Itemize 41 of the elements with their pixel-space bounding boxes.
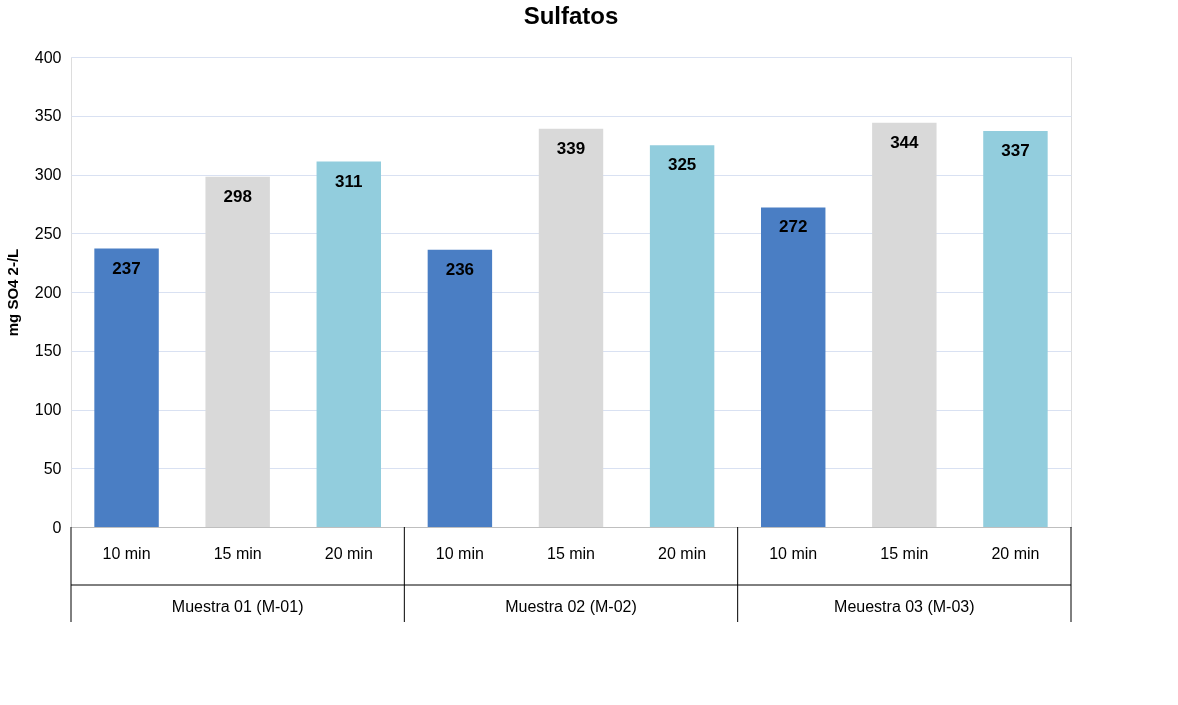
y-tick-label: 50 bbox=[43, 459, 62, 477]
y-tick-label: 100 bbox=[34, 401, 62, 418]
x-tick-label: 15 min bbox=[880, 544, 929, 562]
data-label: 298 bbox=[223, 186, 252, 206]
y-tick-label: 0 bbox=[52, 518, 62, 536]
x-tick-label: 20 min bbox=[324, 544, 373, 562]
bar bbox=[94, 248, 159, 527]
bar bbox=[649, 145, 715, 527]
x-tick-label: 20 min bbox=[658, 544, 707, 562]
y-tick-label: 200 bbox=[34, 283, 62, 301]
data-label: 339 bbox=[556, 138, 586, 158]
x-tick-label: 15 min bbox=[213, 544, 262, 562]
y-tick-label: 250 bbox=[34, 224, 62, 242]
bar bbox=[205, 176, 270, 527]
bar bbox=[761, 207, 826, 527]
x-tick-label: 10 min bbox=[102, 544, 151, 562]
y-tick-label: 300 bbox=[34, 166, 62, 183]
data-label: 236 bbox=[445, 259, 475, 279]
bar bbox=[983, 131, 1048, 527]
x-tick-label: 20 min bbox=[991, 544, 1040, 562]
chart-title: Sulfatos bbox=[523, 2, 619, 29]
bar bbox=[538, 128, 604, 527]
data-label: 237 bbox=[112, 258, 141, 278]
text: Meuestra 03 (M-03) bbox=[834, 598, 975, 615]
data-label: 325 bbox=[667, 155, 697, 175]
bar bbox=[872, 122, 937, 527]
x-tick-label: 10 min bbox=[769, 544, 818, 562]
y-tick-label: 150 bbox=[34, 342, 62, 360]
bar bbox=[316, 161, 381, 527]
text: Muestra 01 (M-01) bbox=[171, 598, 304, 615]
data-label: 344 bbox=[890, 132, 920, 152]
data-label: 272 bbox=[779, 217, 808, 237]
y-tick-label: 350 bbox=[34, 107, 62, 125]
x-tick-label: 15 min bbox=[546, 544, 596, 562]
bar bbox=[427, 249, 493, 527]
text: Muestra 02 (M-02) bbox=[505, 598, 637, 615]
data-label: 337 bbox=[1001, 141, 1030, 161]
y-tick-label: 400 bbox=[34, 48, 62, 66]
y-axis-title: mg SO4 2-/L bbox=[3, 248, 21, 337]
data-label: 311 bbox=[335, 171, 363, 191]
x-tick-label: 10 min bbox=[435, 544, 484, 562]
